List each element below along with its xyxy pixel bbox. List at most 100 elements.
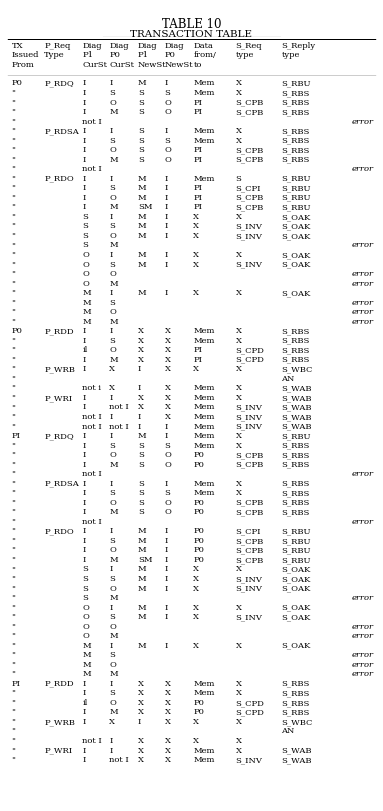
- Text: not I: not I: [82, 413, 102, 421]
- Text: S: S: [138, 489, 144, 497]
- Text: not I: not I: [82, 737, 102, 745]
- Text: X: X: [193, 737, 200, 745]
- Text: S: S: [109, 575, 115, 583]
- Text: S_OAK: S_OAK: [282, 260, 311, 268]
- Text: M: M: [82, 642, 91, 650]
- Text: X: X: [236, 689, 242, 697]
- Text: error: error: [352, 517, 373, 526]
- Text: X: X: [109, 365, 115, 373]
- Text: P_RDSA: P_RDSA: [44, 479, 79, 487]
- Text: M: M: [109, 242, 118, 250]
- Text: S_CPI: S_CPI: [236, 184, 261, 192]
- Text: ": ": [11, 633, 15, 640]
- Text: I: I: [82, 709, 86, 716]
- Text: X: X: [109, 384, 115, 393]
- Text: M: M: [138, 642, 147, 650]
- Text: ": ": [11, 146, 15, 154]
- Text: Mem: Mem: [193, 174, 215, 182]
- Text: X: X: [138, 737, 144, 745]
- Text: O: O: [109, 499, 116, 507]
- Text: S: S: [109, 651, 115, 659]
- Text: X: X: [236, 432, 242, 440]
- Text: I: I: [82, 680, 86, 688]
- Text: X: X: [236, 489, 242, 497]
- Text: error: error: [352, 318, 373, 326]
- Text: ": ": [11, 156, 15, 164]
- Text: I: I: [82, 327, 86, 335]
- Text: ": ": [11, 136, 15, 144]
- Text: M: M: [82, 661, 91, 669]
- Text: TRANSACTION TABLE: TRANSACTION TABLE: [131, 30, 252, 39]
- Text: X: X: [138, 709, 144, 716]
- Text: M: M: [138, 432, 147, 440]
- Text: S: S: [138, 136, 144, 144]
- Text: not I: not I: [82, 165, 102, 174]
- Text: X: X: [193, 290, 200, 297]
- Text: X: X: [193, 212, 200, 221]
- Text: M: M: [138, 194, 147, 202]
- Text: I: I: [109, 432, 113, 440]
- Text: X: X: [236, 127, 242, 135]
- Text: M: M: [138, 575, 147, 583]
- Text: ": ": [11, 260, 15, 268]
- Text: S_WBC: S_WBC: [282, 365, 313, 373]
- Text: O: O: [109, 585, 116, 593]
- Text: I: I: [165, 232, 168, 240]
- Text: M: M: [109, 318, 118, 326]
- Text: S_CPB: S_CPB: [236, 204, 264, 212]
- Text: S_RBU: S_RBU: [282, 174, 311, 182]
- Text: I: I: [109, 327, 113, 335]
- Text: M: M: [138, 585, 147, 593]
- Text: I: I: [165, 204, 168, 212]
- Text: X: X: [193, 718, 200, 726]
- Text: X: X: [138, 394, 144, 402]
- Text: Mem: Mem: [193, 479, 215, 487]
- Text: M: M: [109, 356, 118, 364]
- Text: ": ": [11, 537, 15, 545]
- Text: M: M: [109, 594, 118, 602]
- Text: ": ": [11, 194, 15, 202]
- Text: I: I: [109, 79, 113, 88]
- Text: M: M: [138, 527, 147, 535]
- Text: X: X: [138, 356, 144, 364]
- Text: I: I: [82, 337, 86, 345]
- Text: S_OAK: S_OAK: [282, 232, 311, 240]
- Text: I: I: [82, 479, 86, 487]
- Text: S: S: [138, 499, 144, 507]
- Text: S_Reply
type: S_Reply type: [282, 42, 316, 59]
- Text: O: O: [109, 623, 116, 631]
- Text: I: I: [82, 432, 86, 440]
- Text: X: X: [165, 337, 171, 345]
- Text: S_RBU: S_RBU: [282, 537, 311, 545]
- Text: P_RDD: P_RDD: [44, 327, 74, 335]
- Text: Mem: Mem: [193, 79, 215, 88]
- Text: S: S: [109, 489, 115, 497]
- Text: I: I: [82, 79, 86, 88]
- Text: S: S: [109, 260, 115, 268]
- Text: ": ": [11, 661, 15, 669]
- Text: O: O: [82, 251, 89, 259]
- Text: S_INV: S_INV: [236, 260, 262, 268]
- Text: S_RBS: S_RBS: [282, 136, 310, 144]
- Text: ": ": [11, 308, 15, 316]
- Text: il: il: [82, 346, 88, 354]
- Text: X: X: [193, 365, 200, 373]
- Text: Mem: Mem: [193, 394, 215, 402]
- Text: O: O: [109, 346, 116, 354]
- Text: error: error: [352, 280, 373, 288]
- Text: I: I: [138, 384, 141, 393]
- Text: M: M: [109, 280, 118, 288]
- Text: I: I: [138, 365, 141, 373]
- Text: S_RBS: S_RBS: [282, 127, 310, 135]
- Text: S: S: [109, 184, 115, 192]
- Text: O: O: [109, 661, 116, 669]
- Text: P_RDQ: P_RDQ: [44, 432, 74, 440]
- Text: TABLE 10: TABLE 10: [162, 18, 221, 31]
- Text: S_RBU: S_RBU: [282, 194, 311, 202]
- Text: O: O: [82, 270, 89, 278]
- Text: ": ": [11, 365, 15, 373]
- Text: S_RBU: S_RBU: [282, 79, 311, 88]
- Text: error: error: [352, 242, 373, 250]
- Text: S_RBU: S_RBU: [282, 556, 311, 564]
- Text: S_RBS: S_RBS: [282, 451, 310, 459]
